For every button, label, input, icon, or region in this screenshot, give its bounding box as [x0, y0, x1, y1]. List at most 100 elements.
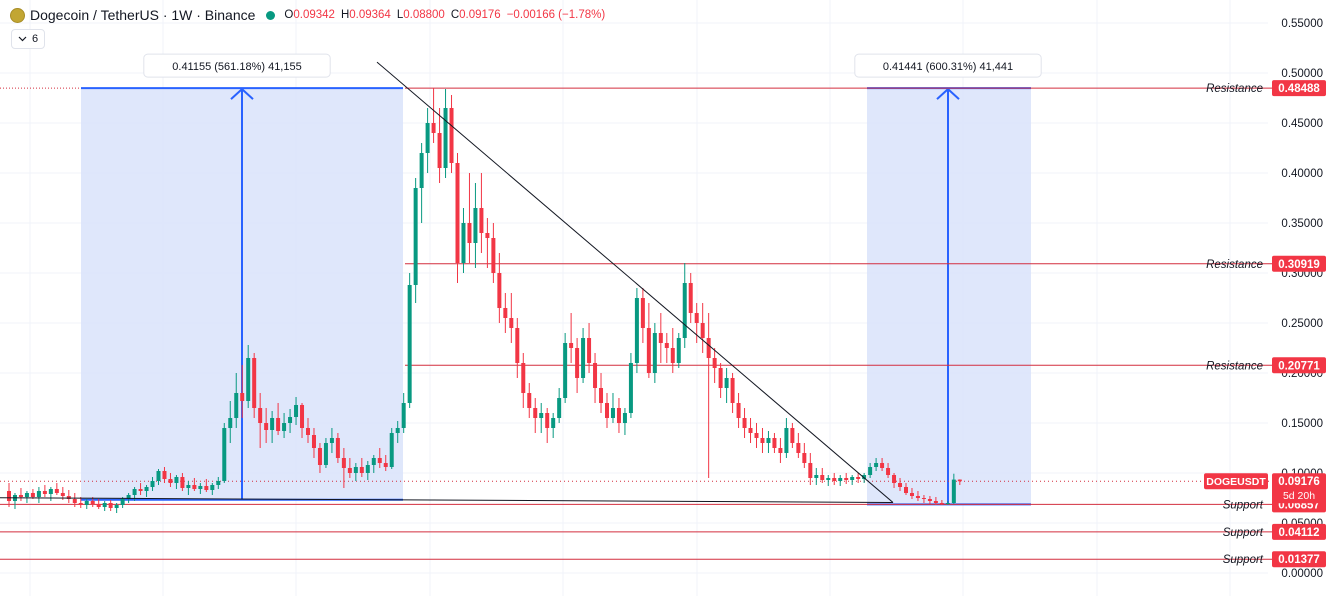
- candle-body: [102, 503, 107, 507]
- price-tick-label: 0.25000: [1281, 318, 1323, 330]
- candle-body: [407, 285, 412, 403]
- candle-body: [694, 313, 699, 323]
- candle-body: [180, 477, 185, 488]
- candle-body: [270, 418, 275, 430]
- level-price-badge-box[interactable]: [1272, 80, 1326, 97]
- ohlc-close: C0.09176: [450, 9, 501, 21]
- candle-body: [389, 433, 394, 467]
- current-price-badge-box[interactable]: [1272, 473, 1326, 504]
- candle-body: [323, 443, 328, 465]
- candle-body: [78, 503, 83, 505]
- candle-body: [880, 463, 885, 468]
- candle-body: [132, 489, 137, 495]
- candle-body: [473, 208, 478, 243]
- candle-body: [730, 378, 735, 403]
- candle-body: [96, 504, 101, 507]
- candle-body: [491, 238, 496, 273]
- candle-body: [84, 501, 89, 505]
- candle-body: [664, 343, 669, 348]
- candle-body: [569, 343, 574, 348]
- candle-body: [138, 489, 143, 491]
- candle-body: [228, 418, 233, 428]
- price-axis[interactable]: 0.550000.500000.450000.400000.350000.300…: [1204, 0, 1335, 596]
- candle-body: [587, 338, 592, 363]
- candle-body: [48, 489, 53, 494]
- candle-body: [658, 333, 663, 343]
- measure-label-text: 0.41155 (561.18%) 41,155: [172, 61, 301, 73]
- level-label: Support: [1223, 499, 1264, 511]
- measure-arrow-up-icon: [936, 87, 960, 100]
- candle-body: [610, 408, 615, 418]
- candle-body: [951, 479, 956, 503]
- candle-body: [844, 478, 849, 480]
- measure-label-text: 0.41441 (600.31%) 41,441: [883, 61, 1013, 73]
- candle-body: [933, 501, 938, 503]
- level-price-badge-box[interactable]: [1272, 523, 1326, 540]
- candle-body: [479, 208, 484, 233]
- candle-body: [766, 438, 771, 443]
- candle-body: [246, 358, 251, 401]
- candle-body: [347, 468, 352, 473]
- candle-body: [126, 495, 131, 499]
- level-price-badge-box[interactable]: [1272, 551, 1326, 568]
- candle-body: [886, 468, 891, 475]
- candle-body: [341, 458, 346, 468]
- candle-body: [820, 475, 825, 480]
- candle-body: [42, 491, 47, 494]
- candle-body: [300, 405, 305, 428]
- price-tick-label: 0.45000: [1281, 118, 1323, 130]
- candle-body: [706, 338, 711, 358]
- candle-body: [198, 486, 203, 489]
- level-label: Resistance: [1206, 259, 1263, 271]
- level-price-badge: 0.01377: [1278, 554, 1320, 566]
- candle-body: [515, 328, 520, 363]
- measure-tools[interactable]: [81, 87, 1031, 506]
- price-tick-label: 0.15000: [1281, 418, 1323, 430]
- candle-body: [503, 308, 508, 318]
- candle-body: [168, 479, 173, 483]
- chevron-down-icon: [18, 36, 27, 42]
- candle-body: [437, 133, 442, 168]
- indicators-toggle-button[interactable]: 6: [11, 29, 46, 49]
- ohlc-open: O0.09342: [284, 9, 335, 21]
- candle-body: [144, 487, 149, 491]
- candle-body: [156, 471, 161, 481]
- candle-body: [467, 223, 472, 243]
- level-price-badge-box[interactable]: [1272, 357, 1326, 374]
- market-status-dot-icon: [266, 10, 276, 20]
- candle-body: [401, 403, 406, 428]
- symbol-title[interactable]: Dogecoin / TetherUS · 1W · Binance: [30, 7, 256, 23]
- measure-label-box: [854, 53, 1042, 78]
- ohlc-high: H0.09364: [340, 9, 391, 21]
- candle-body: [311, 435, 316, 448]
- candle-body: [802, 453, 807, 463]
- level-label: Resistance: [1206, 360, 1263, 372]
- candle-body: [60, 493, 65, 496]
- trend-lines[interactable]: [0, 61, 894, 503]
- level-price-badge: 0.48488: [1278, 83, 1320, 95]
- candle-body: [521, 363, 526, 393]
- candle-body: [670, 348, 675, 363]
- candle-body: [282, 423, 287, 431]
- candle-body: [443, 108, 448, 168]
- candle-body: [192, 485, 197, 489]
- support-trendline[interactable]: [0, 497, 894, 503]
- horizontal-levels[interactable]: Resistance Resistance Resistance Support Sup…: [0, 83, 1272, 566]
- candle-body: [449, 108, 454, 163]
- candle-body: [258, 408, 263, 423]
- candle-body: [760, 438, 765, 443]
- candle-body: [509, 318, 514, 328]
- candle-body: [945, 503, 950, 504]
- descending-trendline[interactable]: [376, 61, 894, 503]
- level-price-badge-box[interactable]: [1272, 255, 1326, 272]
- dogecoin-icon: [10, 7, 25, 23]
- level-price-badge: 0.04112: [1279, 527, 1320, 539]
- candle-body: [921, 498, 926, 499]
- bar-countdown: 5d 20h: [1283, 490, 1315, 502]
- candle-body: [174, 477, 179, 483]
- current-price-badge: 0.09176: [1278, 476, 1320, 488]
- candle-body: [252, 358, 257, 408]
- symbol-tag: DOGEUSDT: [1206, 476, 1266, 488]
- candle-body: [317, 448, 322, 465]
